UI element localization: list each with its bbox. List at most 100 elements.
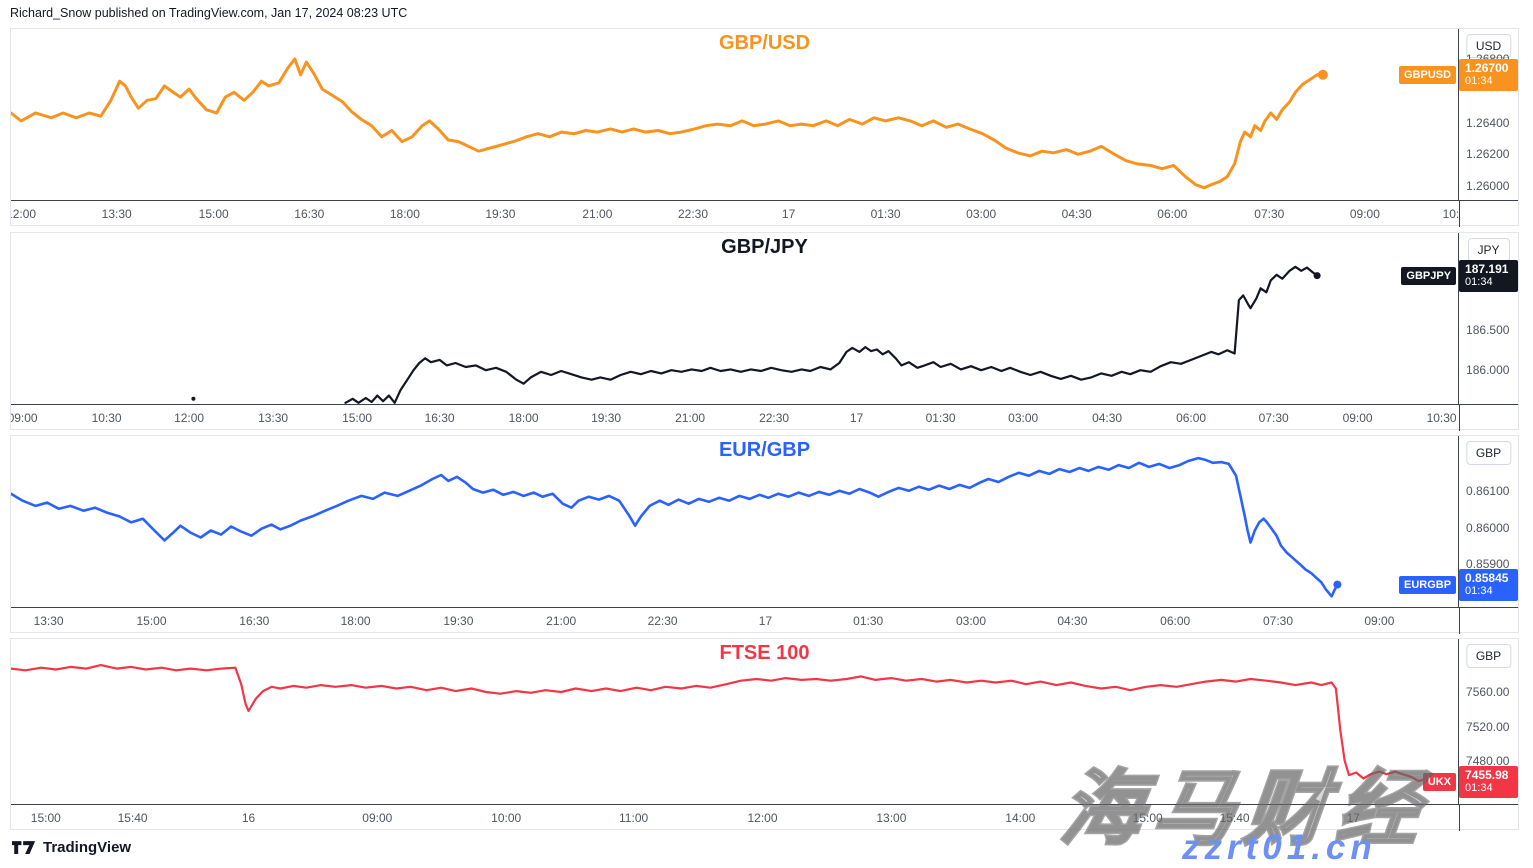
currency-button-eurgbp[interactable]: GBP	[1465, 441, 1512, 465]
time-tick: 16:30	[294, 207, 325, 221]
panel-ukx: UKX GBP 7560.00 7520.00 7480.00 7455.98 01:34 1…	[10, 638, 1519, 831]
time-tick: 17	[758, 614, 773, 628]
price-axis-eurgbp: GBP 0.86100 0.86000 0.85900 0.85845 01:34	[1459, 436, 1519, 607]
plot-area-gbpusd: GBPUSD	[11, 29, 1460, 200]
time-tick: 15:00	[198, 207, 229, 221]
time-tick: 14:00	[1005, 811, 1036, 825]
price-tick: 7480.00	[1466, 754, 1510, 769]
price-line-gbpusd	[11, 57, 1328, 190]
axis-divider-extension	[1459, 405, 1460, 431]
price-badge-gbpusd: 1.26700 01:34	[1459, 58, 1519, 91]
time-tick: 09:00	[1342, 411, 1373, 425]
currency-button-ukx[interactable]: GBP	[1465, 644, 1512, 668]
time-tick: 09:00	[1364, 614, 1395, 628]
price-tick: 0.86000	[1466, 520, 1510, 535]
time-tick: 13:00	[876, 811, 907, 825]
time-tick: 15:00	[30, 811, 61, 825]
price-tick: 7560.00	[1466, 685, 1510, 699]
time-tick: 21:00	[675, 411, 706, 425]
price-tick: 0.85900	[1466, 557, 1510, 572]
last-price-dot	[1317, 69, 1328, 80]
price-tick: 0.86100	[1466, 483, 1510, 498]
chart-title-ukx: FTSE 100	[719, 642, 810, 664]
time-tick: 03:00	[1008, 411, 1039, 425]
price-badge-ukx: 7455.98 01:34	[1459, 766, 1519, 798]
chart-title-gbpusd: GBP/USD	[718, 32, 811, 54]
time-axis-labels: 09:00 10:30 12:00 13:30 15:00 16:30 18:00 19:30…	[11, 405, 1459, 431]
plot-area-ukx: UKX	[11, 639, 1460, 804]
tradingview-brand-label: TradingView	[43, 839, 132, 856]
time-tick: 07:30	[1262, 614, 1294, 628]
time-tick: 17	[849, 411, 864, 425]
time-tick: 04:30	[1092, 411, 1123, 425]
symbol-label-eurgbp: EURGBP	[1398, 575, 1457, 594]
time-tick: 06:00	[1157, 207, 1188, 221]
time-tick: 21:00	[546, 614, 577, 628]
price-line-gbpjpy	[191, 265, 1321, 404]
time-tick: 10:30	[1426, 411, 1457, 425]
time-tick: 15:00	[1132, 811, 1163, 825]
time-tick: 15:40	[117, 811, 148, 825]
time-tick: 06:00	[1160, 614, 1191, 628]
time-tick: 19:30	[485, 207, 516, 221]
plot-row-gbpjpy: GBPJPY JPY 186.500 186.000 187.191 01:34	[11, 233, 1519, 404]
time-axis-eurgbp: 13:30 15:00 16:30 18:00 19:30 21:00 22:30 17 01:…	[11, 607, 1518, 634]
time-tick: 16	[241, 811, 256, 825]
time-tick: 18:00	[340, 614, 371, 628]
time-tick: 17	[781, 207, 796, 221]
time-tick: 22:30	[759, 411, 790, 425]
price-axis-gbpjpy: JPY 186.500 186.000 187.191 01:34	[1459, 233, 1519, 404]
price-badge-gbpjpy: 187.191 01:34	[1459, 259, 1519, 292]
price-tick: 186.000	[1466, 363, 1510, 378]
time-tick: 07:30	[1258, 411, 1289, 425]
tradingview-footer[interactable]: TradingView	[12, 839, 131, 856]
panel-eurgbp: EURGBP GBP 0.86100 0.86000 0.85900 0.85845 01:…	[10, 435, 1519, 634]
time-tick: 03:00	[966, 207, 997, 221]
time-tick: 10:30	[91, 411, 122, 425]
time-tick: 22:30	[647, 614, 678, 628]
time-axis-gbpusd: 12:00 13:30 15:00 16:30 18:00 19:30 21:00 22:30…	[11, 200, 1518, 227]
attribution-text: Richard_Snow published on TradingView.co…	[10, 6, 408, 20]
time-tick: 15:40	[1219, 811, 1250, 825]
time-tick: 18:00	[508, 411, 539, 425]
time-tick: 09:00	[11, 411, 38, 425]
plot-area-gbpjpy: GBPJPY	[11, 233, 1460, 404]
last-price-time: 01:34	[1465, 782, 1493, 794]
time-axis-ukx: 15:00 15:40 16 09:00 10:00 11:00 12:00 13:00 14:…	[11, 804, 1518, 831]
tradingview-logo-icon	[12, 840, 36, 854]
time-tick: 04:30	[1061, 207, 1092, 221]
time-tick: 18:00	[389, 207, 420, 221]
time-tick: 15:00	[342, 411, 373, 425]
currency-button-gbpusd[interactable]: USD	[1465, 34, 1512, 58]
time-tick: 06:00	[1176, 411, 1207, 425]
axis-divider-extension	[1459, 805, 1460, 831]
currency-button-gbpjpy[interactable]: JPY	[1467, 238, 1510, 262]
plot-row-ukx: UKX GBP 7560.00 7520.00 7480.00 7455.98 01:34	[11, 639, 1519, 804]
price-tick: 7520.00	[1466, 719, 1510, 734]
price-tick: 186.500	[1466, 323, 1510, 338]
price-line-eurgbp	[11, 456, 1342, 598]
panel-gbpusd: GBPUSDUSD1.268001.264001.262001.260001.2…	[10, 28, 1519, 227]
time-axis-labels: 15:00 15:40 16 09:00 10:00 11:00 12:00 13:00 14:…	[11, 805, 1459, 831]
last-price-time: 01:34	[1465, 584, 1493, 597]
time-tick: 10:00	[491, 811, 522, 825]
time-tick: 12:00	[11, 207, 37, 221]
time-tick: 13:30	[33, 614, 64, 628]
time-tick: 09:00	[362, 811, 393, 825]
axis-divider-extension	[1459, 201, 1460, 227]
symbol-label-gbpusd: GBPUSD	[1398, 65, 1457, 84]
time-tick: 10:30	[1442, 207, 1459, 221]
time-tick: 16:30	[239, 614, 270, 628]
time-tick: 11:00	[619, 811, 649, 825]
time-axis-gbpjpy: 09:00 10:30 12:00 13:30 15:00 16:30 18:00 19:30…	[11, 404, 1518, 431]
last-price-time: 01:34	[1465, 275, 1493, 288]
symbol-label-gbpjpy: GBPJPY	[1401, 266, 1457, 285]
last-price-dot	[1313, 272, 1321, 280]
plot-row-gbpusd: GBPUSDUSD1.268001.264001.262001.260001.2…	[11, 29, 1519, 200]
price-axis-ukx: GBP 7560.00 7520.00 7480.00 7455.98 01:34	[1459, 639, 1519, 804]
last-price-value: 0.85845	[1465, 570, 1509, 585]
price-tick: 1.26200	[1466, 147, 1510, 162]
last-price-dot	[1333, 580, 1342, 589]
plot-area-eurgbp: EURGBP	[11, 436, 1460, 607]
